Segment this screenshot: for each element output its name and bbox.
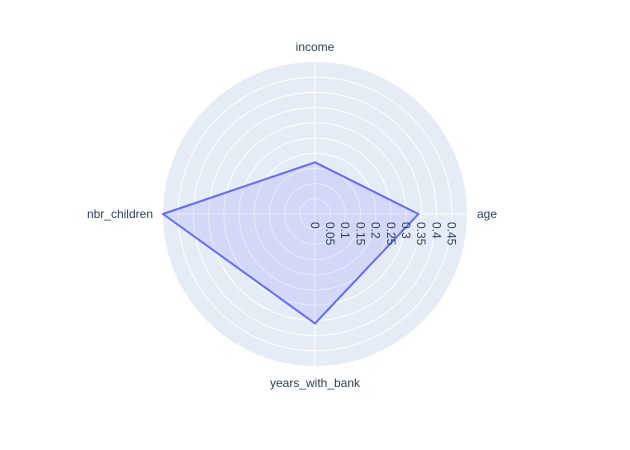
radial-tick-label: 0	[308, 222, 322, 229]
point-age	[417, 213, 419, 215]
radial-tick-label: 0.25	[384, 222, 398, 246]
axis-label-age: age	[477, 207, 497, 221]
radial-tick-label: 0.2	[369, 222, 383, 239]
radial-tick-label: 0.35	[414, 222, 428, 246]
radial-tick-labels: 0 0.05 0.1 0.15 0.2 0.25 0.3 0.35 0.4 0.45	[308, 222, 459, 246]
radial-tick-label: 0.3	[399, 222, 413, 239]
radial-tick-label: 0.45	[445, 222, 459, 246]
axis-label-income: income	[296, 40, 335, 54]
point-nbr_children	[162, 213, 164, 215]
axis-label-years_with_bank: years_with_bank	[270, 376, 361, 390]
axis-label-nbr_children: nbr_children	[87, 207, 153, 221]
angular-axis-labels: age income nbr_children years_with_bank	[87, 40, 497, 390]
polar-grid	[163, 62, 467, 366]
point-income	[314, 161, 316, 163]
radial-tick-label: 0.4	[429, 222, 443, 239]
radial-tick-label: 0.05	[323, 222, 337, 246]
point-years_with_bank	[314, 322, 316, 324]
series-layer	[162, 161, 420, 325]
radial-tick-label: 0.1	[338, 222, 352, 239]
radial-tick-label: 0.15	[353, 222, 367, 246]
